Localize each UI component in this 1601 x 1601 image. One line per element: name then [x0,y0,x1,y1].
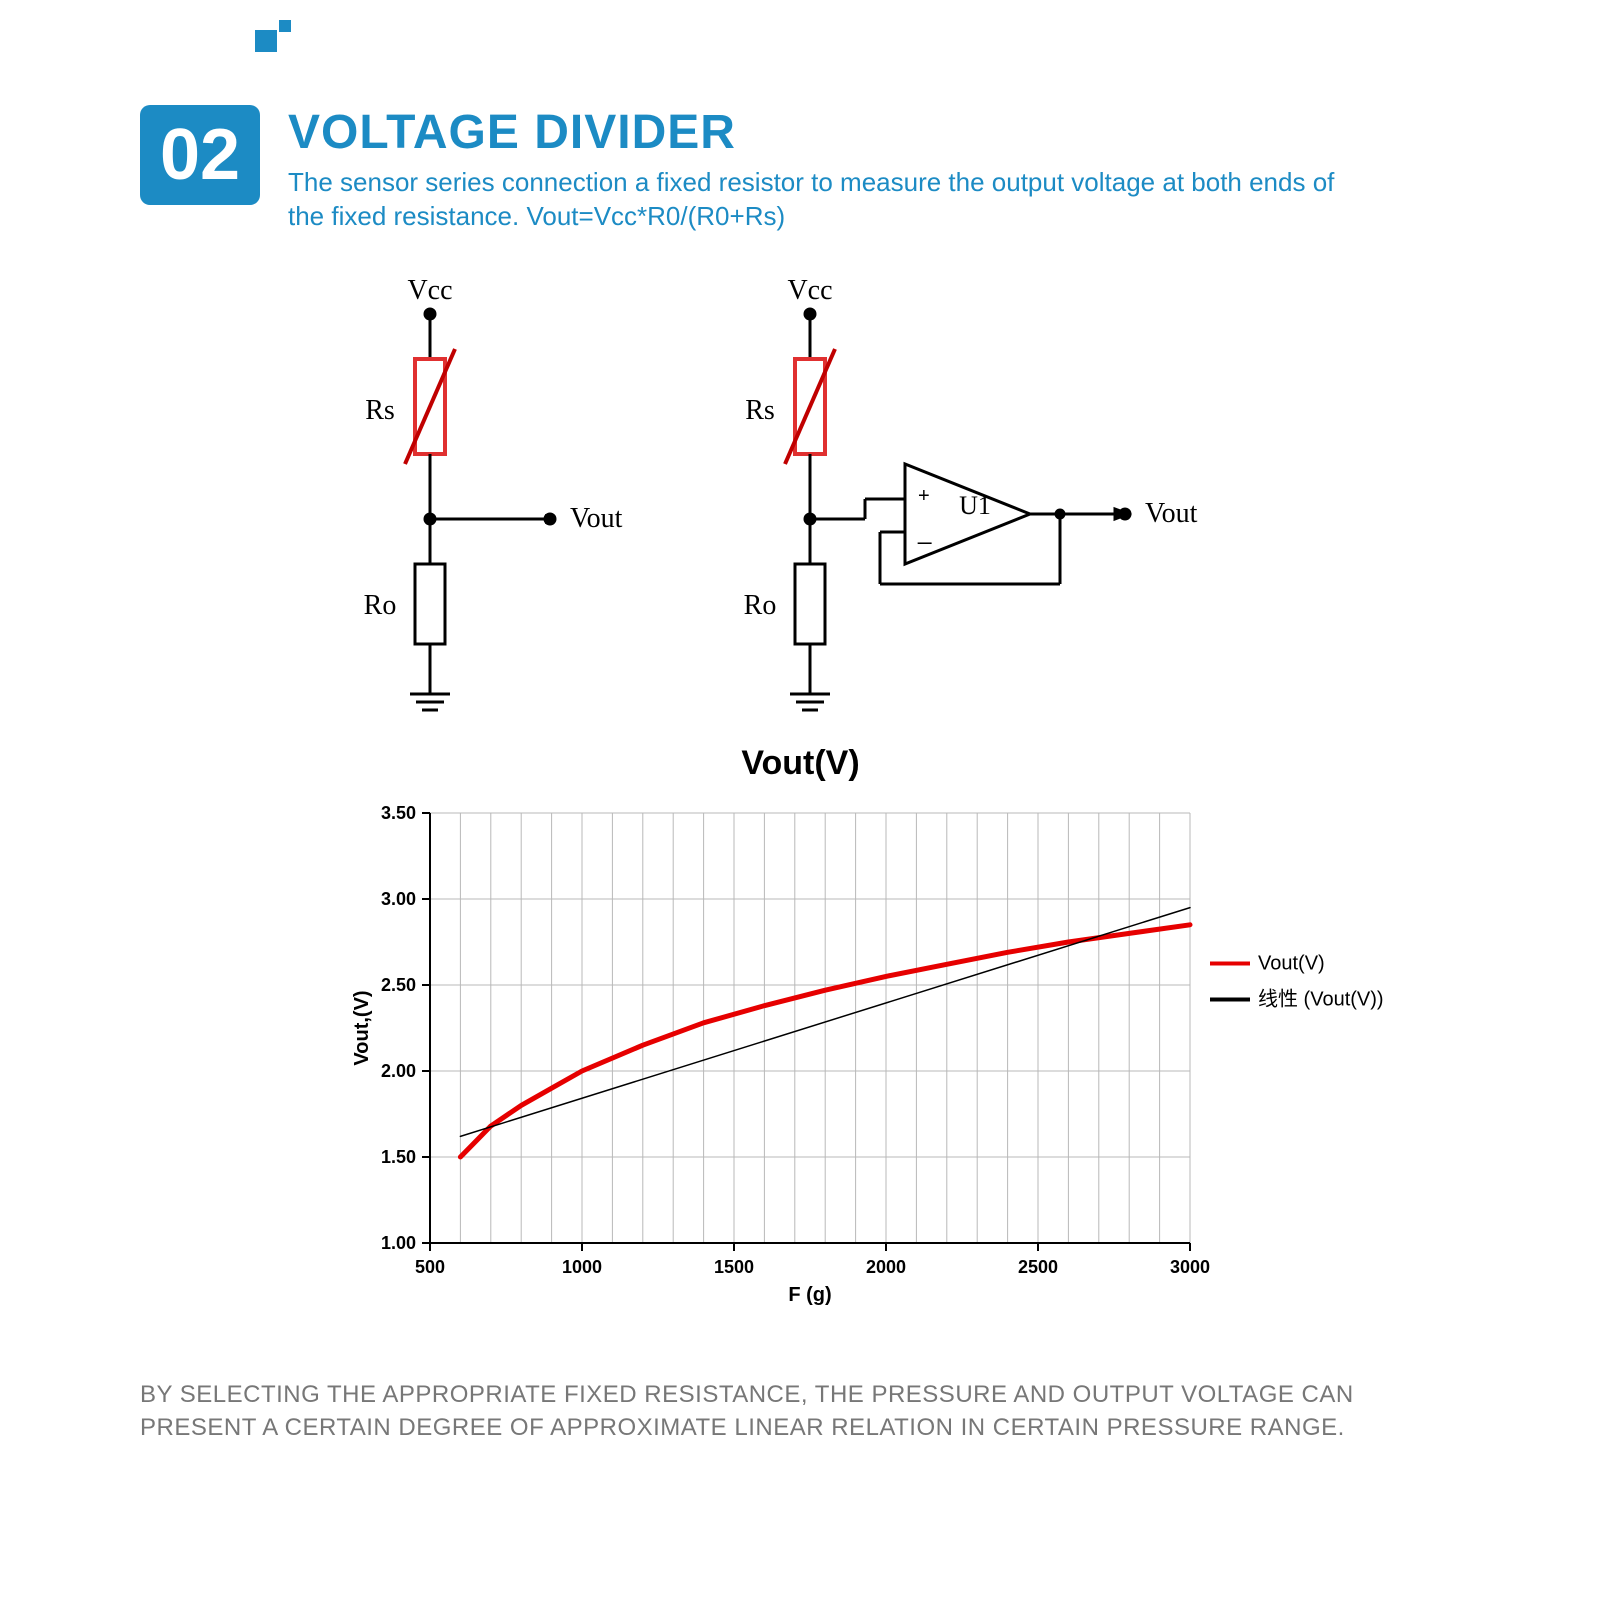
footer-note: BY SELECTING THE APPROPRIATE FIXED RESIS… [140,1378,1461,1445]
section-badge: 02 [140,105,260,205]
svg-text:+: + [918,485,930,507]
svg-text:2.50: 2.50 [381,975,416,995]
svg-text:_: _ [917,518,932,545]
svg-text:3000: 3000 [1170,1257,1210,1277]
svg-text:2500: 2500 [1018,1257,1058,1277]
svg-text:3.00: 3.00 [381,889,416,909]
label-u1: U1 [959,491,991,520]
svg-text:F (g): F (g) [788,1284,831,1306]
label-ro: Ro [744,590,777,621]
label-rs: Rs [365,395,395,426]
svg-text:1.50: 1.50 [381,1147,416,1167]
label-vout: Vout [1145,498,1198,529]
svg-text:1000: 1000 [562,1257,602,1277]
svg-text:线性 (Vout(V)): 线性 (Vout(V)) [1258,987,1384,1010]
page-title: VOLTAGE DIVIDER [288,105,1338,160]
header: 02 VOLTAGE DIVIDER The sensor series con… [140,105,1461,234]
svg-text:Vout,(V): Vout,(V) [351,990,373,1065]
svg-text:3.50: 3.50 [381,803,416,823]
circuit-simple-divider: Vcc Rs Ro Vout [320,264,640,734]
svg-text:1500: 1500 [714,1257,754,1277]
label-rs: Rs [745,395,775,426]
circuit-diagrams: Vcc Rs Ro Vout + [320,264,1461,734]
svg-text:500: 500 [415,1257,445,1277]
vout-chart: 1.00 1.50 2.00 2.50 3.00 3.50 500 1000 1500 2000 2… [340,793,1461,1318]
svg-text:Vout(V): Vout(V) [1258,952,1325,974]
svg-text:1.00: 1.00 [381,1233,416,1253]
svg-text:2.00: 2.00 [381,1061,416,1081]
circuit-buffered-divider: + _ Vcc Rs Ro [700,264,1220,734]
label-vcc: Vcc [407,275,452,306]
label-vcc: Vcc [787,275,832,306]
svg-text:2000: 2000 [866,1257,906,1277]
label-vout: Vout [570,503,623,534]
page-subtitle: The sensor series connection a fixed res… [288,166,1338,234]
label-ro: Ro [364,590,397,621]
chart-title: Vout(V) [140,744,1461,783]
